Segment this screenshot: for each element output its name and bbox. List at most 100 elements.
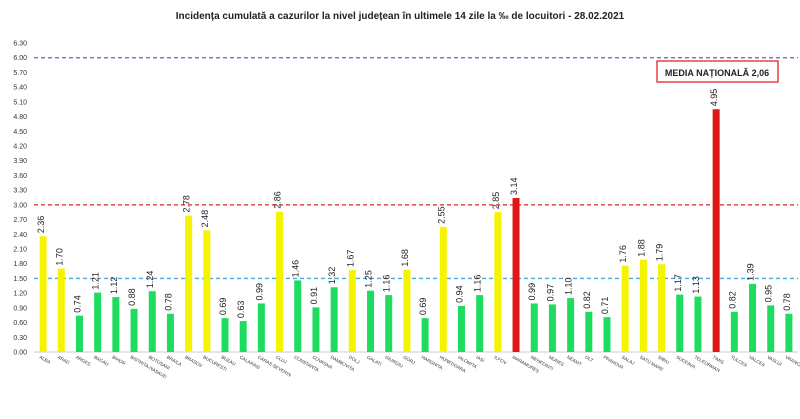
data-label: 1.68	[400, 249, 410, 267]
data-label: 2.86	[273, 191, 283, 209]
x-tick-label: BACAU	[93, 355, 109, 367]
data-label: 1.24	[145, 271, 155, 289]
x-tick-label: VRANCEA	[784, 355, 800, 371]
bar	[530, 303, 538, 352]
data-label: 0.95	[764, 285, 774, 303]
x-tick-label: ARAD	[57, 355, 71, 366]
chart-title: Incidența cumulată a cazurilor la nivel …	[176, 11, 625, 22]
bar	[221, 318, 229, 352]
y-tick-label: 0.30	[13, 335, 27, 342]
bar	[639, 259, 647, 352]
data-label: 1.46	[291, 260, 301, 278]
x-tick-label: GORJ	[402, 355, 416, 366]
y-tick-label: 0.00	[13, 350, 27, 357]
bar	[749, 283, 757, 352]
bar	[476, 295, 484, 352]
data-label: 4.95	[709, 89, 719, 107]
data-label: 0.69	[418, 298, 428, 316]
data-label: 3.14	[509, 177, 519, 195]
y-tick-label: 1.80	[13, 261, 27, 268]
national-average-frame	[656, 60, 779, 83]
x-tick-label: ILFOV	[493, 355, 508, 366]
y-tick-label: 3.30	[13, 188, 27, 195]
bar	[94, 292, 102, 352]
bar	[294, 280, 302, 352]
bar	[367, 290, 375, 352]
bar	[494, 212, 502, 352]
bar	[166, 313, 174, 352]
bar	[457, 305, 465, 352]
data-label: 2.78	[182, 195, 192, 213]
x-tick-label: NEAMT	[566, 355, 583, 367]
data-label: 2.85	[491, 192, 501, 210]
data-label: 2.48	[200, 210, 210, 228]
x-tick-label: VALCEA	[748, 355, 767, 369]
data-labels: 2.36 1.70 0.74 1.21 1.12 0.88 1.24 0.78 2.78 2.48…	[36, 89, 792, 318]
bar	[39, 236, 47, 352]
bar	[330, 287, 338, 352]
y-tick-label: 4.20	[13, 144, 27, 151]
data-label: 1.70	[54, 248, 64, 266]
bar	[421, 318, 429, 352]
y-tick-label: 0.90	[13, 305, 27, 312]
bar	[239, 321, 247, 352]
bar	[767, 305, 775, 352]
y-tick-label: 6.00	[13, 55, 27, 62]
data-label: 1.16	[473, 275, 483, 293]
data-label: 0.63	[236, 301, 246, 319]
x-tick-label: OLT	[584, 355, 594, 364]
data-label: 1.32	[327, 267, 337, 285]
x-tick-label: GALATI	[366, 355, 382, 367]
x-tick-label: IASI	[475, 355, 485, 364]
data-label: 1.17	[673, 274, 683, 292]
x-tick-label: TULCEA	[730, 355, 749, 369]
bar	[203, 230, 211, 352]
bar	[112, 297, 120, 352]
data-label: 0.99	[527, 283, 537, 301]
bar	[257, 303, 265, 352]
bar	[312, 307, 320, 352]
y-tick-label: 2.40	[13, 232, 27, 239]
bars	[39, 109, 793, 352]
data-label: 0.99	[254, 283, 264, 301]
y-tick-label: 3.00	[13, 202, 27, 209]
data-label: 0.82	[727, 291, 737, 309]
data-label: 1.13	[691, 276, 701, 294]
bar	[185, 215, 193, 352]
data-label: 0.78	[163, 293, 173, 311]
threshold-lines	[34, 57, 798, 280]
data-label: 0.94	[454, 285, 464, 303]
data-label: 0.69	[218, 298, 228, 316]
data-label: 1.25	[364, 270, 374, 288]
bar	[712, 109, 720, 352]
bar	[75, 315, 83, 352]
national-average-box: MEDIA NAȚIONALĂ 2,06	[656, 60, 779, 83]
data-label: 0.82	[582, 291, 592, 309]
y-tick-label: 2.10	[13, 247, 27, 254]
data-label: 0.71	[600, 297, 610, 315]
y-axis: 0.00 0.30 0.60 0.90 1.20 1.50 1.80 2.10 2.40 2.70…	[13, 41, 27, 357]
bar	[512, 197, 520, 352]
bar	[276, 211, 284, 352]
data-label: 2.55	[436, 206, 446, 224]
data-label: 1.10	[564, 278, 574, 296]
bar	[621, 265, 629, 352]
bar	[785, 313, 793, 352]
bar	[548, 304, 556, 352]
x-axis: ALBA ARAD ARGES BACAU BIHOR BISTRITA-NASAUDBO…	[39, 355, 800, 380]
data-label: 1.12	[109, 277, 119, 295]
bar	[348, 270, 356, 352]
bar	[57, 268, 65, 352]
data-label: 1.39	[746, 263, 756, 281]
data-label: 1.76	[618, 245, 628, 263]
x-tick-label: TIMIS	[712, 355, 725, 365]
x-tick-label: ARGES	[75, 355, 91, 367]
bar	[676, 294, 684, 352]
bar	[658, 264, 666, 352]
data-label: 1.88	[636, 239, 646, 257]
bar	[439, 226, 447, 352]
bar	[567, 298, 575, 352]
y-tick-label: 0.60	[13, 320, 27, 327]
bar	[385, 295, 393, 352]
